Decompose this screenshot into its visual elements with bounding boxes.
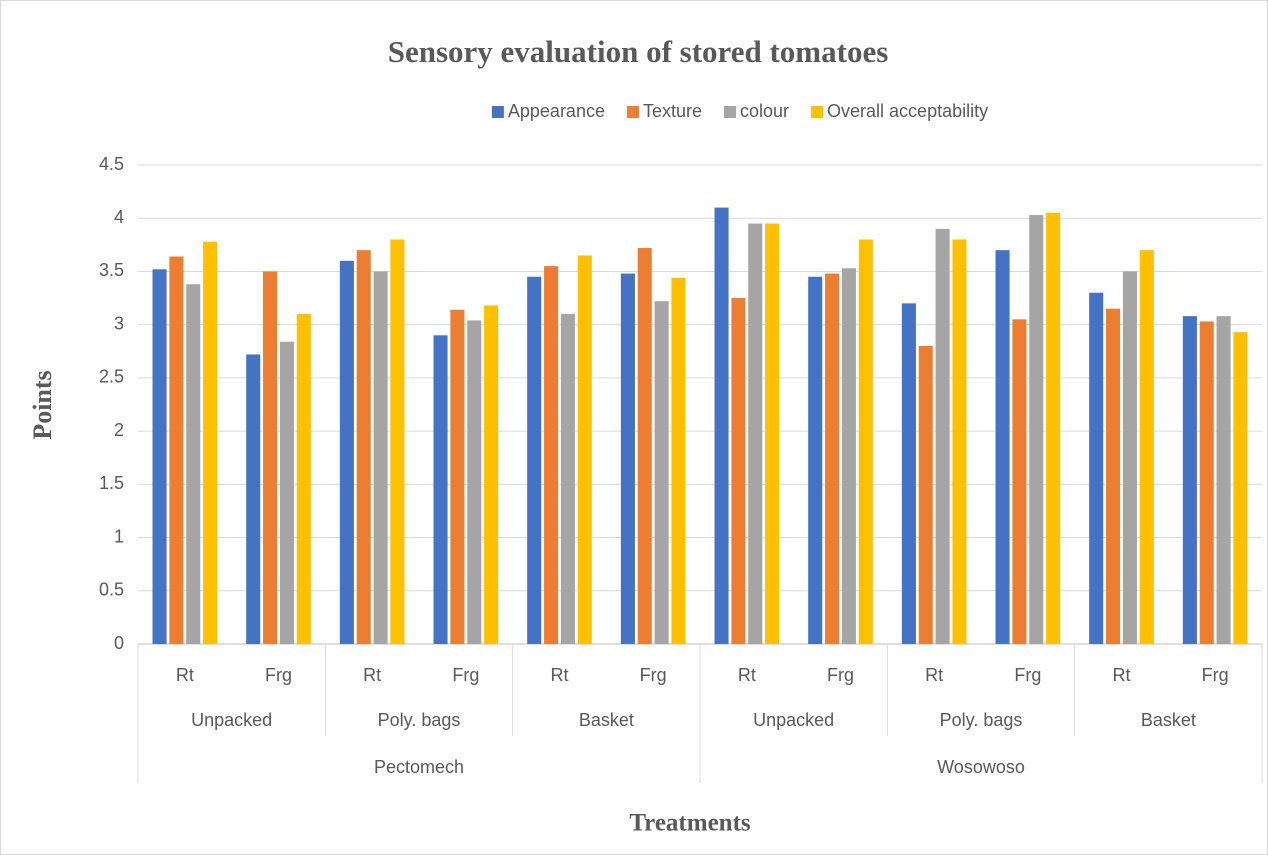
bar	[748, 223, 763, 645]
x-tick-label: Frg	[1202, 665, 1229, 685]
bar	[901, 303, 916, 644]
bar	[995, 250, 1010, 644]
x-group-label: Unpacked	[191, 710, 272, 730]
x-group-label: Poly. bags	[378, 710, 461, 730]
x-tick-label: Frg	[827, 665, 854, 685]
bar	[1012, 319, 1027, 644]
bar	[339, 260, 354, 644]
y-tick-label: 2	[114, 420, 124, 440]
x-tick-label: Rt	[925, 665, 943, 685]
chart-title: Sensory evaluation of stored tomatoes	[388, 34, 889, 69]
legend-label: colour	[740, 101, 789, 121]
x-tick-label: Rt	[176, 665, 194, 685]
x-tick-label: Frg	[640, 665, 667, 685]
x-axis-label: Treatments	[629, 810, 751, 837]
bar	[825, 273, 840, 644]
bar	[467, 320, 482, 644]
y-tick-label: 0.5	[99, 580, 124, 600]
x-group-label: Unpacked	[753, 710, 834, 730]
bar	[356, 250, 371, 644]
x-tick-label: Rt	[551, 665, 569, 685]
legend-swatch	[811, 106, 824, 118]
y-tick-label: 3.5	[99, 260, 124, 280]
bar	[620, 273, 635, 644]
bar	[765, 223, 780, 645]
bar	[279, 341, 294, 644]
bar	[637, 248, 652, 644]
bar	[373, 271, 388, 644]
x-tick-label: Frg	[1014, 665, 1041, 685]
x-tick-label: Rt	[363, 665, 381, 685]
bar	[152, 269, 167, 644]
bar	[808, 276, 823, 644]
x-supergroup-label: Pectomech	[374, 757, 464, 777]
y-tick-label: 1.5	[99, 473, 124, 493]
bar	[433, 335, 448, 644]
x-group-label: Poly. bags	[940, 710, 1023, 730]
bar	[714, 207, 729, 645]
bar	[1233, 332, 1248, 644]
y-tick-label: 4	[114, 207, 124, 227]
x-tick-label: Frg	[452, 665, 479, 685]
x-group-label: Basket	[579, 710, 634, 730]
legend-swatch	[626, 106, 639, 118]
x-group-label: Basket	[1141, 710, 1196, 730]
y-tick-label: 3	[114, 313, 124, 333]
x-tick-label: Rt	[738, 665, 756, 685]
x-supergroup-label: Wosowoso	[937, 757, 1025, 777]
legend-label: Overall acceptability	[827, 101, 988, 121]
legend-swatch	[724, 106, 736, 118]
bar	[186, 284, 201, 644]
bar	[577, 255, 592, 644]
y-tick-label: 1	[114, 526, 124, 546]
bar	[1106, 308, 1121, 644]
legend-swatch	[491, 106, 504, 118]
bar	[935, 228, 950, 644]
bar	[246, 354, 261, 644]
bar	[858, 239, 873, 644]
bar	[263, 271, 278, 644]
bar	[527, 276, 542, 644]
bar	[952, 239, 967, 644]
bar	[654, 301, 669, 644]
bar	[1139, 250, 1154, 644]
bar	[1046, 212, 1061, 644]
legend-label: Appearance	[508, 101, 605, 121]
legend-label: Texture	[643, 101, 702, 121]
bar	[390, 239, 405, 644]
x-tick-label: Rt	[1113, 665, 1131, 685]
bar	[1216, 316, 1231, 644]
bar	[1089, 292, 1104, 644]
bar	[450, 309, 465, 644]
bar	[1199, 321, 1214, 644]
y-axis-label: Points	[28, 370, 57, 439]
bar	[1182, 316, 1197, 644]
bar	[918, 345, 933, 644]
bar	[1029, 215, 1044, 645]
bar	[671, 277, 686, 644]
bar	[731, 298, 746, 644]
x-tick-label: Frg	[265, 665, 292, 685]
bar	[296, 314, 311, 644]
bar	[560, 314, 575, 644]
bar	[1122, 271, 1137, 644]
bar	[484, 305, 499, 644]
y-tick-label: 2.5	[99, 367, 124, 387]
bar	[841, 268, 856, 644]
y-tick-label: 0	[114, 633, 124, 653]
bar	[203, 241, 218, 644]
bar	[544, 266, 559, 644]
bar	[169, 256, 184, 644]
y-tick-label: 4.5	[99, 154, 124, 174]
